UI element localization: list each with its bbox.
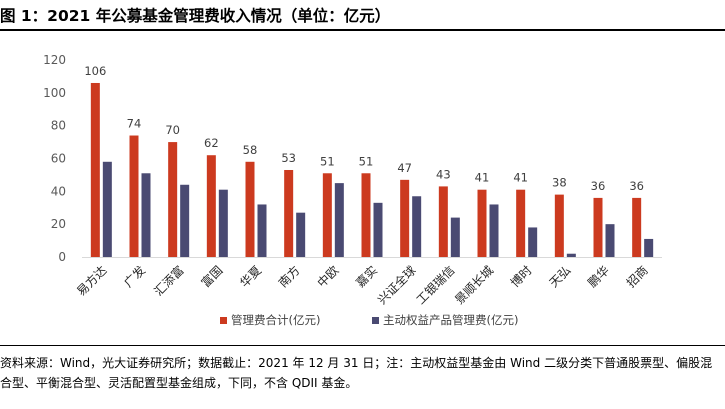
data-label-mgmt-2: 70 — [165, 123, 180, 137]
data-label-mgmt-14: 36 — [629, 179, 644, 193]
data-label-mgmt-4: 58 — [243, 143, 258, 157]
data-label-mgmt-9: 43 — [436, 167, 451, 181]
data-label-mgmt-8: 47 — [397, 161, 412, 175]
bar-mgmt-3 — [206, 155, 216, 257]
bar-active-14 — [644, 238, 654, 257]
bar-active-2 — [180, 184, 190, 257]
bar-mgmt-7 — [361, 173, 371, 257]
bar-active-0 — [102, 161, 112, 257]
category-label-7: 嘉实 — [353, 263, 381, 291]
y-tick-label: 20 — [51, 217, 66, 231]
bar-mgmt-9 — [438, 186, 448, 257]
category-label-5: 南方 — [275, 263, 303, 291]
y-tick-label: 80 — [51, 119, 66, 133]
bar-mgmt-1 — [129, 135, 139, 257]
category-label-14: 招商 — [623, 263, 651, 291]
legend-label-active: 主动权益产品管理费(亿元) — [383, 313, 518, 327]
source-note: 资料来源：Wind，光大证券研究所；数据截止：2021 年 12 月 31 日；… — [0, 356, 713, 390]
category-label-6: 中欧 — [314, 263, 342, 291]
bar-active-13 — [605, 224, 615, 257]
bar-mgmt-4 — [245, 161, 255, 257]
category-label-4: 华夏 — [237, 263, 264, 290]
bar-active-4 — [257, 204, 267, 257]
data-label-mgmt-10: 41 — [475, 171, 490, 185]
category-label-1: 广发 — [121, 263, 149, 291]
data-label-mgmt-5: 53 — [281, 151, 296, 165]
category-label-11: 博时 — [507, 263, 535, 291]
bar-mgmt-14 — [632, 197, 642, 257]
title-rule — [0, 29, 725, 31]
bar-mgmt-10 — [477, 189, 487, 257]
bars — [90, 82, 654, 257]
figure-title: 图 1：2021 年公募基金管理费收入情况（单位：亿元） — [0, 7, 391, 25]
bar-active-1 — [141, 173, 151, 257]
bar-active-10 — [489, 204, 499, 257]
data-label-mgmt-7: 51 — [359, 154, 374, 168]
category-label-2: 汇添富 — [151, 263, 187, 299]
category-label-8: 兴证全球 — [374, 263, 419, 308]
bar-active-11 — [528, 227, 538, 257]
data-label-mgmt-1: 74 — [127, 117, 142, 131]
legend-label-mgmt: 管理费合计(亿元) — [231, 313, 320, 327]
legend-swatch-mgmt — [220, 317, 227, 324]
bar-chart: 0 20 40 60 80 100 120 106 74 70 62 58 53 51 51 47 43 41 4… — [43, 53, 662, 327]
legend-swatch-active — [372, 317, 379, 324]
bar-mgmt-13 — [593, 197, 603, 257]
source-rule — [0, 345, 725, 346]
category-label-12: 天弘 — [547, 263, 574, 290]
y-axis: 0 20 40 60 80 100 120 — [43, 53, 66, 264]
bar-active-3 — [218, 189, 228, 257]
bar-active-7 — [373, 202, 383, 257]
category-label-9: 工银瑞信 — [414, 263, 458, 307]
y-tick-label: 120 — [43, 53, 66, 67]
bar-active-6 — [334, 183, 344, 257]
data-label-mgmt-3: 62 — [204, 136, 219, 150]
data-label-mgmt-12: 38 — [552, 176, 567, 190]
bar-mgmt-5 — [284, 169, 294, 257]
bar-mgmt-8 — [400, 179, 410, 257]
category-label-0: 易方达 — [73, 263, 109, 299]
data-label-mgmt-11: 41 — [513, 171, 528, 185]
data-label-mgmt-13: 36 — [591, 179, 606, 193]
category-label-3: 富国 — [198, 263, 226, 291]
data-label-mgmt-0: 106 — [84, 64, 106, 78]
y-tick-label: 40 — [51, 184, 66, 198]
bar-active-8 — [412, 196, 422, 257]
bar-active-5 — [296, 212, 306, 257]
bar-mgmt-6 — [322, 173, 332, 257]
category-label-10: 景顺长城 — [452, 263, 496, 307]
y-tick-label: 0 — [58, 250, 66, 264]
y-tick-label: 60 — [51, 152, 66, 166]
y-tick-label: 100 — [43, 86, 66, 100]
bar-mgmt-0 — [90, 82, 100, 257]
bar-active-9 — [450, 217, 460, 257]
category-label-13: 鹏华 — [585, 263, 612, 290]
bar-mgmt-11 — [516, 189, 526, 257]
bar-mgmt-12 — [554, 194, 564, 257]
legend: 管理费合计(亿元) 主动权益产品管理费(亿元) — [220, 313, 518, 327]
bar-active-12 — [566, 253, 576, 257]
data-label-mgmt-6: 51 — [320, 154, 335, 168]
data-labels: 106 74 70 62 58 53 51 51 47 43 41 41 38 36 36 — [84, 64, 644, 193]
bar-mgmt-2 — [168, 142, 178, 257]
